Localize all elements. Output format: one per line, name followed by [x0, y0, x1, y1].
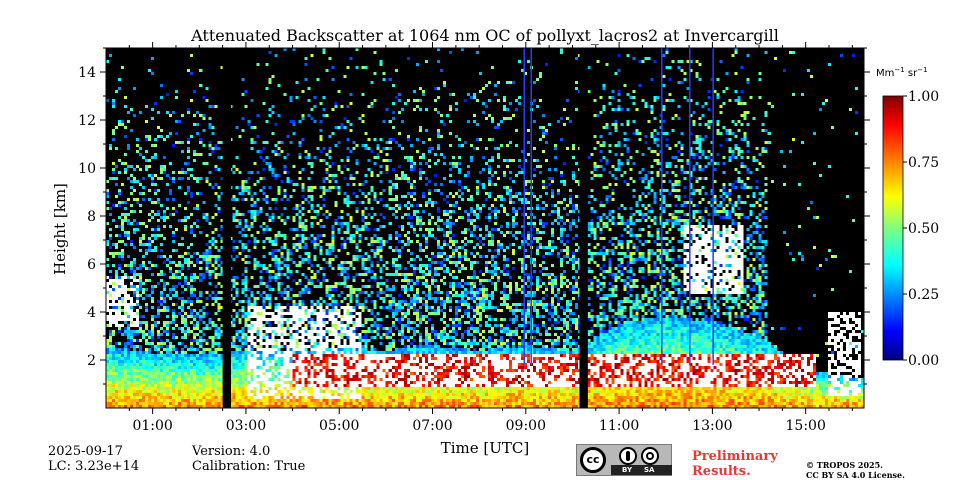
- y-tick-label: 10: [78, 161, 96, 177]
- footer-middle: Version: 4.0 Calibration: True: [192, 444, 305, 474]
- calibration-label: Calibration: True: [192, 459, 306, 474]
- preliminary-line-2: Results.: [692, 464, 751, 479]
- x-tick-label: 13:00: [692, 418, 732, 434]
- cc-sa-label: SA: [644, 466, 655, 474]
- y-tick-label: 2: [87, 353, 96, 369]
- y-tick-label: 12: [78, 113, 96, 129]
- chart-title: Attenuated Backscatter at 1064 nm OC of …: [190, 26, 779, 45]
- colorbar-tick-label: 0.00: [908, 353, 939, 369]
- heatmap-raster: [106, 48, 864, 408]
- cc-label-bar: BY SA: [611, 465, 672, 475]
- sa-arrow-icon: [646, 452, 654, 460]
- cc-icon: [580, 447, 606, 473]
- blue-streak: [689, 48, 691, 365]
- version-label: Version: 4.0: [192, 444, 271, 459]
- colorbar-unit: Mm−1 sr−1: [876, 66, 928, 79]
- blue-streak: [661, 48, 663, 365]
- y-tick-label: 8: [87, 209, 96, 225]
- colorbar-tick-label: 0.50: [908, 221, 939, 237]
- x-axis-label: Time [UTC]: [441, 439, 530, 457]
- y-tick-label: 14: [78, 65, 96, 81]
- preliminary-notice: Preliminary Results.: [692, 449, 778, 479]
- blue-streak: [523, 48, 525, 365]
- cc-license-badge: cc BY SA: [576, 444, 672, 476]
- x-tick-label: 11:00: [599, 418, 639, 434]
- lidar-constant-label: LC: 3.23e+14: [48, 459, 140, 474]
- x-tick-label: 07:00: [412, 418, 452, 434]
- x-tick-label: 15:00: [786, 418, 826, 434]
- x-axis: 01:00 03:00 05:00 07:00 09:00 11:00 13:00 15:00: [128, 42, 853, 434]
- backscatter-heatmap: [106, 48, 864, 408]
- plot-frame: [105, 47, 865, 409]
- x-tick-label: 03:00: [226, 418, 266, 434]
- y-axis-label: Height [km]: [51, 183, 69, 275]
- blue-streak: [712, 48, 714, 365]
- colorbar-ticks: 0.00 0.25 0.50 0.75 1.00: [903, 89, 939, 369]
- cc-by-label: BY: [622, 466, 633, 474]
- y-tick-label: 4: [87, 305, 96, 321]
- y-tick-label: 6: [87, 257, 96, 273]
- data-gaps: [222, 48, 588, 408]
- colorbar: Mm−1 sr−1 0.00 0.25 0.50 0.75 1.00: [876, 66, 939, 369]
- copyright-notice: © TROPOS 2025. CC BY SA 4.0 License.: [806, 460, 905, 480]
- data-gap: [222, 48, 232, 408]
- person-glyph-icon: [626, 451, 630, 461]
- colorbar-tick-label: 0.75: [908, 155, 939, 171]
- plot-area: [105, 47, 865, 409]
- copyright-line-1: © TROPOS 2025.: [806, 460, 883, 470]
- y-axis: 2 4 6 8 10 12 14: [78, 47, 870, 385]
- data-gap: [579, 48, 588, 408]
- cc-icon-label: cc: [586, 453, 600, 466]
- colorbar-gradient: [882, 95, 904, 361]
- blue-streak: [530, 48, 532, 365]
- preliminary-line-1: Preliminary: [692, 449, 778, 464]
- copyright-line-2: CC BY SA 4.0 License.: [806, 470, 905, 480]
- colorbar-tick-label: 1.00: [908, 89, 939, 105]
- x-tick-label: 05:00: [319, 418, 359, 434]
- date-label: 2025-09-17: [48, 444, 123, 459]
- x-tick-label: 01:00: [132, 418, 172, 434]
- x-tick-label: 09:00: [506, 418, 546, 434]
- footer-left: 2025-09-17 LC: 3.23e+14: [48, 444, 139, 474]
- colorbar-tick-label: 0.25: [908, 287, 939, 303]
